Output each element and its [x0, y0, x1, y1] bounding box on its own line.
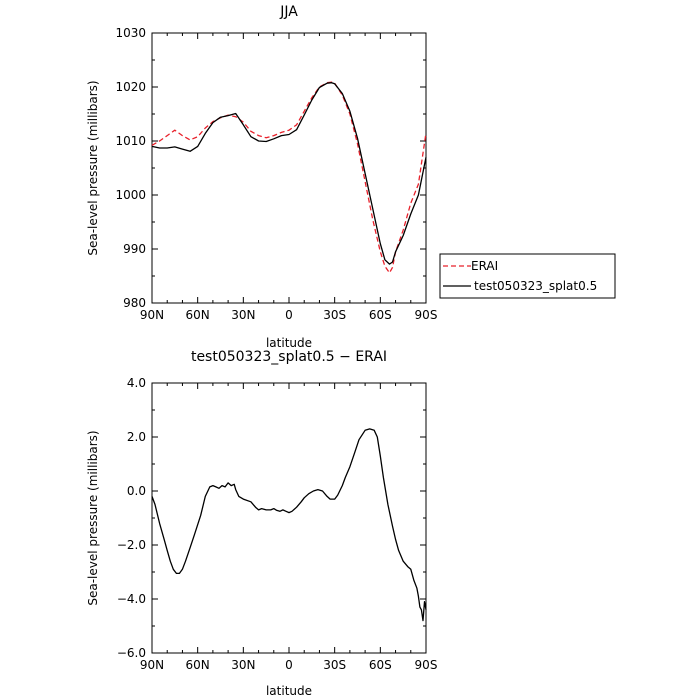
x-tick-label: 60S [369, 658, 392, 672]
series-line-erai [151, 81, 427, 274]
series-layer [151, 428, 427, 622]
y-tick-labels: −6.0 −4.0 −2.0 0.0 2.0 4.0 [117, 376, 146, 660]
y-tick-label: −4.0 [117, 592, 146, 606]
x-tick-labels: 90N 60N 30N 0 30S 60S 90S [140, 308, 438, 322]
panel-jja: JJA 90N 60N 30N 0 30S 60S 90S 980 990 10… [86, 4, 616, 350]
x-tick-label: 60N [186, 308, 210, 322]
legend: ERAI test050323_splat0.5 [439, 253, 616, 299]
y-tick-label: 1010 [115, 134, 146, 148]
x-tick-label: 30S [323, 308, 346, 322]
axis-ticks [151, 382, 427, 654]
y-tick-label: 4.0 [127, 376, 146, 390]
y-tick-label: −2.0 [117, 538, 146, 552]
x-tick-label: 90N [140, 308, 164, 322]
x-tick-labels: 90N 60N 30N 0 30S 60S 90S [140, 658, 438, 672]
legend-label-test: test050323_splat0.5 [474, 279, 597, 293]
y-tick-label: 2.0 [127, 430, 146, 444]
x-tick-label: 30N [231, 658, 255, 672]
x-tick-label: 90S [415, 658, 438, 672]
chart-title: JJA [279, 4, 298, 20]
legend-box [439, 253, 616, 299]
x-tick-label: 30S [323, 658, 346, 672]
x-tick-label: 30N [231, 308, 255, 322]
panel-difference: test050323_splat0.5 − ERAI 90N 60N 30N 0… [86, 349, 437, 698]
x-tick-label: 0 [285, 658, 293, 672]
x-tick-label: 90S [415, 308, 438, 322]
x-tick-label: 60N [186, 658, 210, 672]
x-axis-title: latitude [266, 336, 312, 350]
x-tick-label: 60S [369, 308, 392, 322]
legend-label-erai: ERAI [471, 259, 498, 273]
y-tick-label: 1030 [115, 26, 146, 40]
x-tick-label: 0 [285, 308, 293, 322]
y-axis-title: Sea-level pressure (millibars) [86, 430, 100, 605]
plot-frame [151, 32, 427, 304]
y-axis-title: Sea-level pressure (millibars) [86, 80, 100, 255]
series-line-test050323-splat0-5 [151, 82, 427, 265]
x-tick-label: 90N [140, 658, 164, 672]
y-tick-label: 990 [123, 242, 146, 256]
y-tick-label: 1020 [115, 80, 146, 94]
y-tick-label: 0.0 [127, 484, 146, 498]
series-line-difference [151, 428, 427, 622]
series-layer [151, 81, 427, 274]
y-tick-label: 1000 [115, 188, 146, 202]
y-tick-labels: 980 990 1000 1010 1020 1030 [115, 26, 146, 310]
y-tick-label: 980 [123, 296, 146, 310]
chart-title: test050323_splat0.5 − ERAI [191, 349, 387, 365]
y-tick-label: −6.0 [117, 646, 146, 660]
plot-frame [151, 382, 427, 654]
x-axis-title: latitude [266, 684, 312, 698]
axis-ticks [151, 32, 427, 304]
